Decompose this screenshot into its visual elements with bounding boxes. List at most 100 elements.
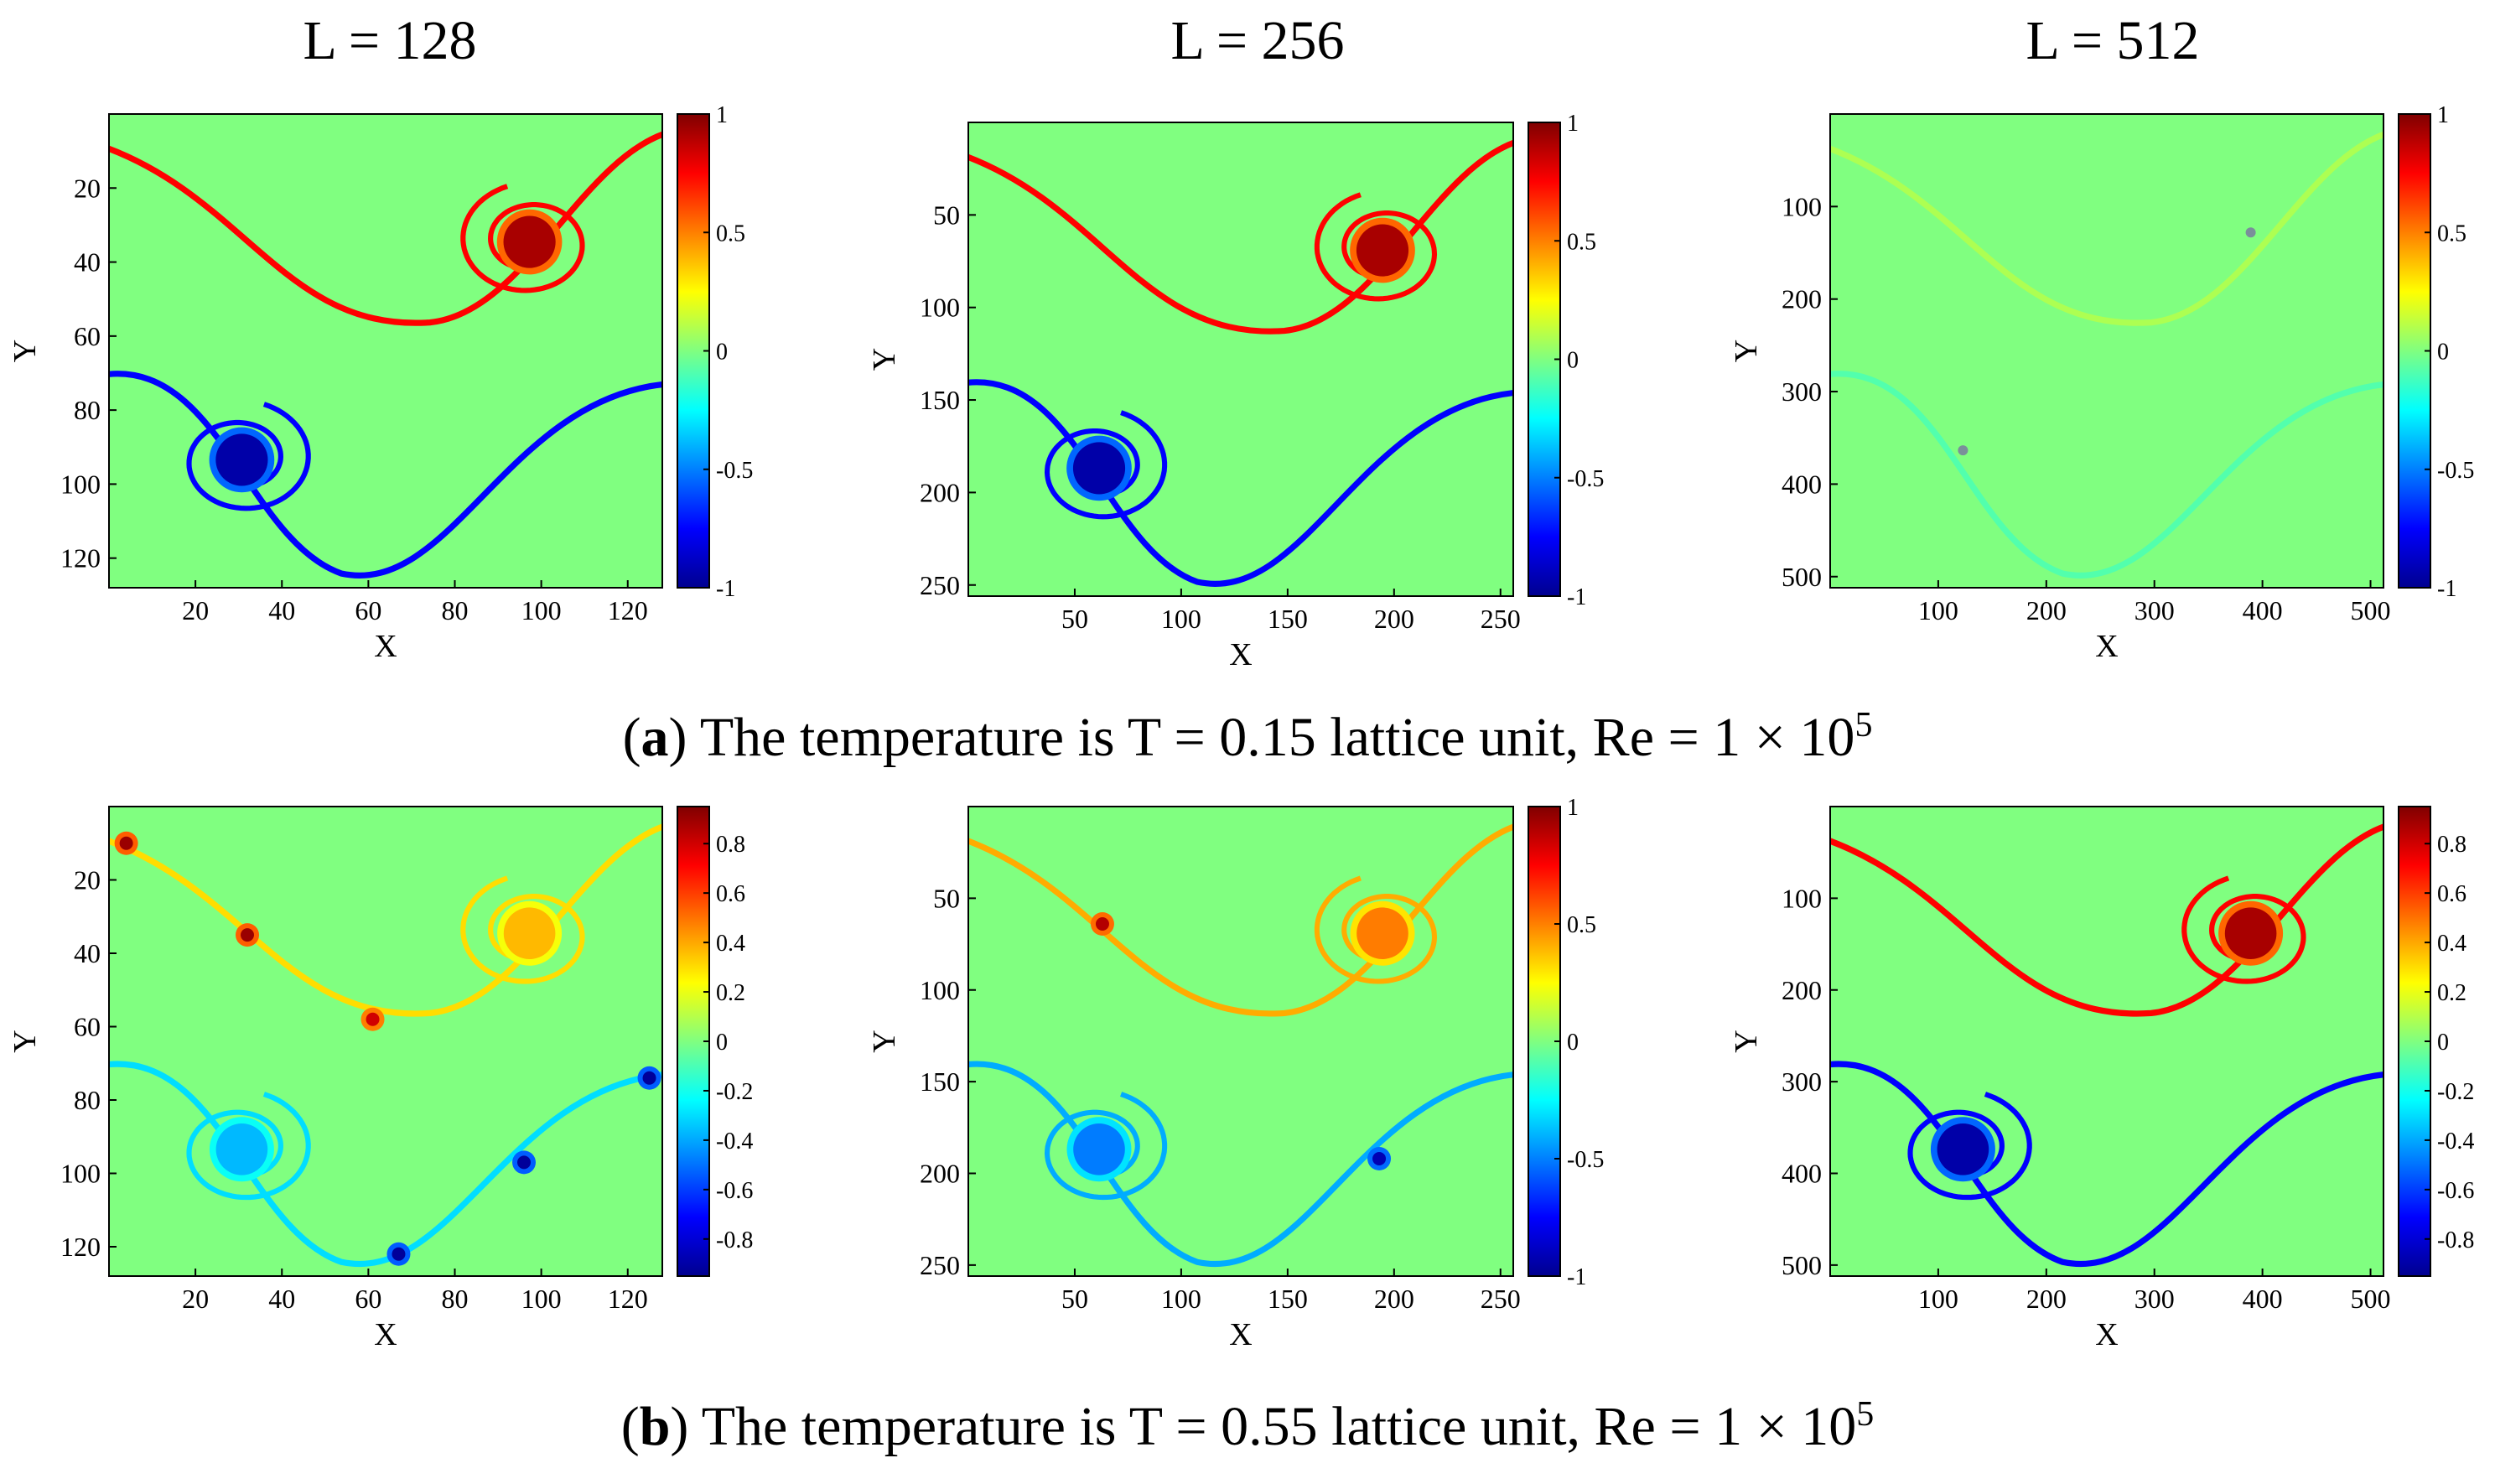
heatmap-field (1830, 131, 2383, 579)
colorbar-tick-label: -0.2 (716, 1079, 753, 1105)
colorbar-tick-label: 1 (716, 102, 728, 128)
negative-vortex-core (1073, 1123, 1125, 1175)
colorbar-tick-label: 0 (2437, 340, 2449, 366)
y-tick-label: 300 (1782, 376, 1822, 407)
heatmap-background (968, 122, 1513, 596)
y-tick-label: 500 (1782, 1250, 1822, 1280)
x-tick-label: 50 (1061, 1284, 1088, 1314)
colorbar-tick-label: 0.5 (1567, 229, 1596, 255)
negative-vortex-core (215, 1123, 268, 1175)
x-tick-label: 80 (442, 1284, 469, 1314)
panel-b-512: 100 200 300 400 500 100 200 300 400 500 X Y 0.8 0.6 0.… (1729, 806, 2474, 1352)
x-tick-label: 100 (1161, 604, 1201, 634)
colorbar-tick-label: 0 (1567, 1030, 1579, 1056)
y-axis-label: Y (867, 1030, 902, 1052)
x-axis-label: X (374, 629, 397, 664)
x-tick-label: 100 (1918, 595, 1958, 625)
x-tick-label: 50 (1061, 604, 1088, 634)
colorbar-tick-label: -1 (1567, 1264, 1586, 1290)
caption-b-exp: 5 (1856, 1395, 1875, 1434)
artifact-spot (642, 1071, 656, 1085)
x-tick-label: 300 (2134, 1284, 2175, 1314)
caption-a-text: The temperature is T = 0.15 lattice unit… (687, 707, 1855, 768)
heatmap-field (109, 131, 662, 579)
positive-shear-layer (109, 131, 662, 326)
heatmap-field (1830, 823, 2383, 1267)
caption-a: (a) The temperature is T = 0.15 lattice … (622, 706, 1873, 768)
colorbar-tick-label: 0.5 (716, 221, 745, 246)
caption-b: (b) The temperature is T = 0.55 lattice … (620, 1395, 1875, 1457)
y-tick-label: 200 (1782, 284, 1822, 314)
column-title-3: L = 512 (2026, 10, 2199, 71)
positive-vortex-core (1356, 907, 1408, 959)
x-tick-label: 60 (355, 595, 381, 625)
x-tick-label: 250 (1481, 1284, 1521, 1314)
column-titles: L = 128 L = 256 L = 512 (303, 10, 2199, 71)
y-axis-label: Y (8, 340, 43, 362)
positive-vortex-core (1356, 224, 1409, 277)
colorbar-tick-label: 0.4 (2437, 931, 2466, 957)
y-tick-label: 50 (933, 883, 960, 913)
y-tick-label: 40 (74, 938, 101, 968)
x-tick-label: 40 (268, 595, 295, 625)
heatmap-field (109, 823, 662, 1267)
colorbar-tick-label: 0.5 (2437, 221, 2466, 246)
positive-vortex-core (2224, 907, 2277, 959)
colorbar-tick-label: 0 (716, 1030, 728, 1056)
x-tick-label: 100 (521, 1284, 562, 1314)
y-tick-label: 80 (74, 1085, 101, 1115)
colorbar-tick-label: 0.8 (2437, 832, 2466, 858)
panel-b-128: 20 40 60 80 100 120 20 40 60 80 100 120 X Y 0.8 0.6 0.4 0… (8, 806, 753, 1352)
colorbar-tick-label: -0.5 (2437, 458, 2474, 484)
y-tick-label: 100 (1782, 883, 1822, 913)
y-tick-label: 50 (933, 200, 960, 230)
axes-frame (108, 806, 663, 1277)
y-tick-label: 20 (74, 173, 101, 203)
y-axis-label: Y (1729, 340, 1764, 362)
x-axis-label: X (374, 1317, 397, 1352)
x-tick-label: 200 (2026, 595, 2067, 625)
x-axis-label: X (2095, 629, 2118, 664)
colorbar-tick-label: -0.8 (2437, 1227, 2474, 1253)
x-tick-label: 500 (2351, 595, 2391, 625)
colorbar-tick-label: -1 (1567, 584, 1586, 610)
panel-a-512: 100 200 300 400 500 100 200 300 400 500 X Y 1 0.5 0 -0.… (1729, 102, 2474, 664)
x-tick-label: 120 (608, 1284, 648, 1314)
y-tick-label: 400 (1782, 469, 1822, 499)
colorbar-tick-label: -0.6 (716, 1178, 753, 1204)
x-tick-label: 60 (355, 1284, 381, 1314)
artifact-spot (1372, 1152, 1387, 1165)
x-tick-label: 80 (442, 595, 469, 625)
negative-shear-layer (109, 371, 662, 579)
x-tick-label: 400 (2243, 595, 2283, 625)
colorbar-tick-label: -0.6 (2437, 1178, 2474, 1204)
positive-shear-layer (109, 823, 662, 1017)
colorbar-tick-label: -1 (716, 576, 735, 602)
x-tick-label: 200 (1374, 1284, 1414, 1314)
x-tick-label: 100 (1918, 1284, 1958, 1314)
colorbar-tick-label: -0.4 (716, 1129, 753, 1155)
negative-shear-layer (968, 1061, 1513, 1267)
colorbar-tick-label: 0.2 (2437, 980, 2466, 1006)
x-tick-label: 200 (1374, 604, 1414, 634)
negative-shear-layer (1830, 371, 2383, 579)
negative-vortex-core (1937, 1123, 1989, 1175)
negative-vortex-core (1072, 442, 1126, 495)
heatmap-field (968, 139, 1513, 587)
heatmap-background (109, 114, 662, 588)
colorbar-tick-label: 0.8 (716, 832, 745, 858)
panel-b-256: 50 100 150 200 250 50 100 150 200 250 X Y 1 0.5 0 -0.5 -… (867, 795, 1604, 1352)
heatmap-background (1830, 807, 2383, 1276)
axes-frame (1829, 113, 2384, 589)
positive-vortex-remnant (2245, 227, 2256, 238)
y-tick-label: 200 (920, 1159, 960, 1189)
x-tick-label: 300 (2134, 595, 2175, 625)
y-tick-label: 60 (74, 321, 101, 351)
x-tick-label: 120 (608, 595, 648, 625)
x-tick-label: 100 (521, 595, 562, 625)
y-tick-label: 20 (74, 865, 101, 895)
artifact-spot (392, 1247, 406, 1261)
negative-shear-layer (1830, 1061, 2383, 1267)
y-tick-label: 200 (920, 477, 960, 507)
artifact-spot (366, 1012, 380, 1026)
